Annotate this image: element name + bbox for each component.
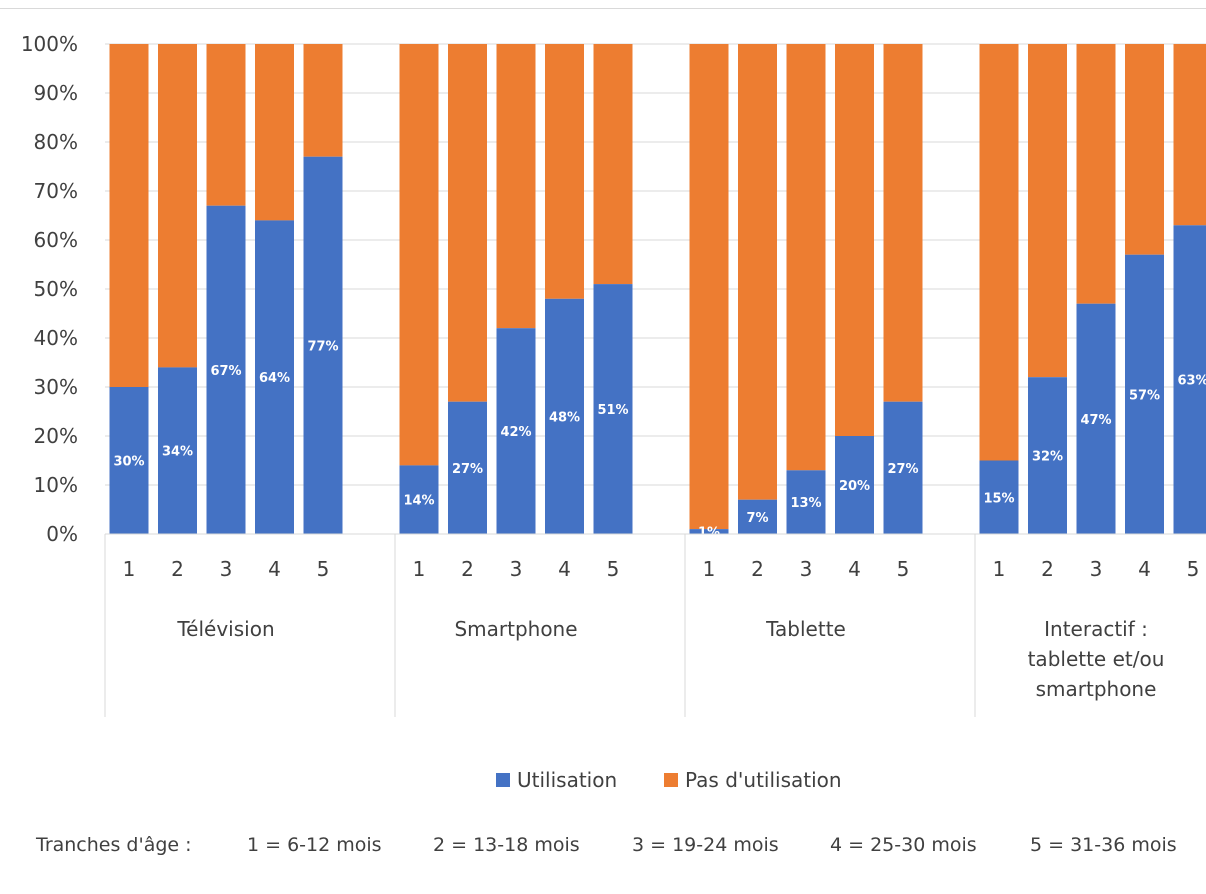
group-label: Interactif :	[1044, 617, 1148, 641]
bar-pas-utilisation	[207, 44, 246, 206]
bar-pas-utilisation	[304, 44, 343, 157]
bar-pas-utilisation	[594, 44, 633, 284]
y-tick-label: 20%	[34, 424, 78, 448]
y-tick-label: 30%	[34, 375, 78, 399]
subcategory-label: 5	[897, 557, 910, 581]
data-label: 15%	[983, 491, 1014, 506]
group-label: Télévision	[176, 617, 274, 641]
subcategory-label: 3	[220, 557, 233, 581]
data-label: 27%	[887, 462, 918, 477]
subcategory-label: 1	[123, 557, 136, 581]
subcategory-label: 1	[413, 557, 426, 581]
legend: Utilisation Pas d'utilisation	[496, 768, 842, 792]
subcategory-label: 4	[558, 557, 571, 581]
data-label: 1%	[698, 526, 720, 541]
data-label: 63%	[1177, 374, 1206, 389]
stacked-bar-chart: 0% 10% 20% 30% 40% 50% 60% 70% 80% 90% 100% 30% 34%…	[0, 9, 1206, 894]
data-label: 27%	[452, 462, 483, 477]
data-label: 20%	[839, 479, 870, 494]
y-tick-label: 0%	[46, 522, 78, 546]
subcategory-label: 3	[1090, 557, 1103, 581]
footnote-item: 3 = 19-24 mois	[632, 834, 779, 856]
data-label: 77%	[307, 339, 338, 354]
y-tick-label: 50%	[34, 277, 78, 301]
bar-pas-utilisation	[545, 44, 584, 299]
bars: 30% 34% 67% 64% 77% 14% 27% 42% 48% 51% 1% 7% 13% 20%…	[110, 44, 1206, 541]
bar-pas-utilisation	[158, 44, 197, 367]
subcategory-label: 4	[848, 557, 861, 581]
bar-pas-utilisation	[1028, 44, 1067, 377]
subcategory-label: 3	[800, 557, 813, 581]
data-label: 13%	[790, 496, 821, 511]
data-label: 64%	[259, 371, 290, 386]
data-label: 34%	[162, 445, 193, 460]
group-label: Smartphone	[454, 617, 577, 641]
subcategory-label: 5	[607, 557, 620, 581]
legend-label-utilisation: Utilisation	[517, 768, 617, 792]
data-label: 47%	[1080, 413, 1111, 428]
y-tick-label: 80%	[34, 130, 78, 154]
subcategory-label: 2	[461, 557, 474, 581]
subcategory-label: 2	[1041, 557, 1054, 581]
y-tick-label: 10%	[34, 473, 78, 497]
bar-pas-utilisation	[980, 44, 1019, 461]
bar-pas-utilisation	[1125, 44, 1164, 255]
bar-pas-utilisation	[255, 44, 294, 220]
bar-pas-utilisation	[787, 44, 826, 470]
footnote-prefix: Tranches d'âge :	[35, 834, 192, 856]
footnote-item: 1 = 6-12 mois	[247, 834, 382, 856]
bar-pas-utilisation	[497, 44, 536, 328]
footnote-item: 2 = 13-18 mois	[433, 834, 580, 856]
subcategory-label: 5	[1187, 557, 1200, 581]
data-label: 57%	[1129, 388, 1160, 403]
data-label: 30%	[113, 455, 144, 470]
subcategory-label: 4	[268, 557, 281, 581]
legend-label-pas-utilisation: Pas d'utilisation	[685, 768, 842, 792]
age-bands-footnote: Tranches d'âge : 1 = 6-12 mois 2 = 13-18 m…	[35, 834, 1177, 856]
bar-pas-utilisation	[738, 44, 777, 500]
bar-pas-utilisation	[884, 44, 923, 402]
y-axis: 0% 10% 20% 30% 40% 50% 60% 70% 80% 90% 100%	[21, 32, 78, 546]
y-tick-label: 60%	[34, 228, 78, 252]
y-tick-label: 70%	[34, 179, 78, 203]
y-tick-label: 40%	[34, 326, 78, 350]
bar-pas-utilisation	[1077, 44, 1116, 304]
bar-pas-utilisation	[690, 44, 729, 529]
subcategory-label: 1	[703, 557, 716, 581]
legend-swatch-utilisation	[496, 773, 510, 787]
subcategory-label: 1	[993, 557, 1006, 581]
data-label: 51%	[597, 403, 628, 418]
group-label: tablette et/ou	[1028, 647, 1165, 671]
chart-frame: 0% 10% 20% 30% 40% 50% 60% 70% 80% 90% 100% 30% 34%…	[0, 8, 1206, 893]
bar-pas-utilisation	[448, 44, 487, 402]
footnote-item: 5 = 31-36 mois	[1030, 834, 1177, 856]
x-axis: 1 2 3 4 5 Télévision 1 2 3 4 5 Smartphone 1 2 3 4 5 Table…	[105, 534, 1206, 717]
bar-pas-utilisation	[1174, 44, 1206, 225]
subcategory-label: 3	[510, 557, 523, 581]
bar-pas-utilisation	[400, 44, 439, 465]
bar-pas-utilisation	[835, 44, 874, 436]
data-label: 7%	[746, 511, 768, 526]
subcategory-label: 5	[317, 557, 330, 581]
data-label: 67%	[210, 364, 241, 379]
subcategory-label: 4	[1138, 557, 1151, 581]
subcategory-label: 2	[751, 557, 764, 581]
bar-pas-utilisation	[110, 44, 149, 387]
footnote-item: 4 = 25-30 mois	[830, 834, 977, 856]
data-label: 32%	[1032, 450, 1063, 465]
subcategory-label: 2	[171, 557, 184, 581]
y-tick-label: 100%	[21, 32, 78, 56]
group-label: smartphone	[1036, 677, 1157, 701]
data-label: 14%	[403, 494, 434, 509]
legend-swatch-pas-utilisation	[664, 773, 678, 787]
group-label: Tablette	[765, 617, 846, 641]
data-label: 48%	[549, 410, 580, 425]
y-tick-label: 90%	[34, 81, 78, 105]
data-label: 42%	[500, 425, 531, 440]
